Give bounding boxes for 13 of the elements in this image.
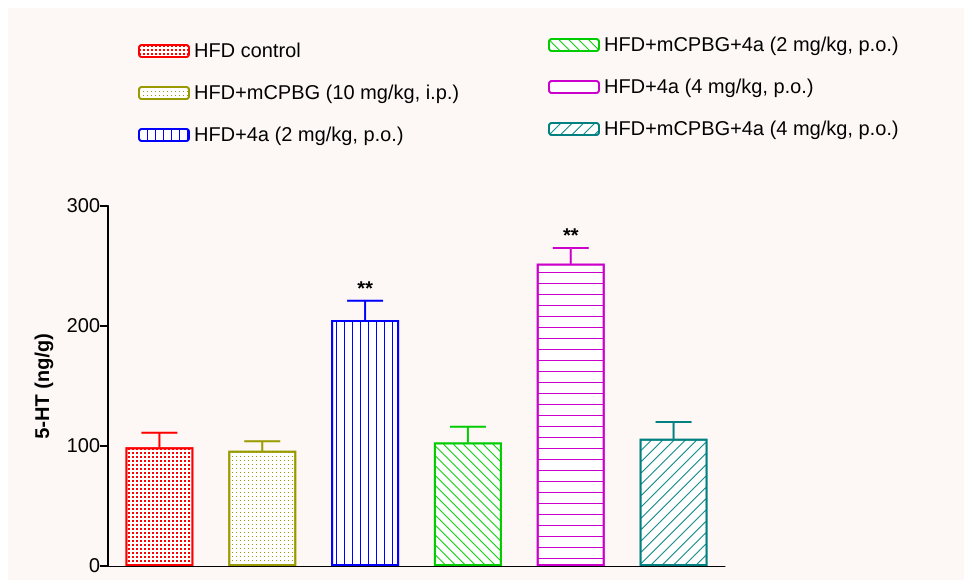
legend-label: HFD+mCPBG+4a (4 mg/kg, p.o.) bbox=[604, 118, 899, 140]
y-tick-label: 0 bbox=[88, 555, 100, 577]
data-label: ** bbox=[562, 225, 579, 247]
data-label: ** bbox=[357, 278, 374, 300]
y-tick-label: 300 bbox=[66, 195, 100, 217]
y-tick-label: 200 bbox=[66, 315, 100, 337]
legend-label: HFD control bbox=[194, 40, 301, 62]
legend-label: HFD+4a (2 mg/kg, p.o.) bbox=[194, 124, 404, 146]
y-axis-title: 5-HT (ng/g) bbox=[32, 333, 54, 439]
legend-label: HFD+4a (4 mg/kg, p.o.) bbox=[604, 76, 814, 98]
legend-label: HFD+mCPBG (10 mg/kg, i.p.) bbox=[194, 82, 460, 104]
y-tick-label: 100 bbox=[66, 435, 100, 457]
legend-label: HFD+mCPBG+4a (2 mg/kg, p.o.) bbox=[604, 34, 899, 56]
